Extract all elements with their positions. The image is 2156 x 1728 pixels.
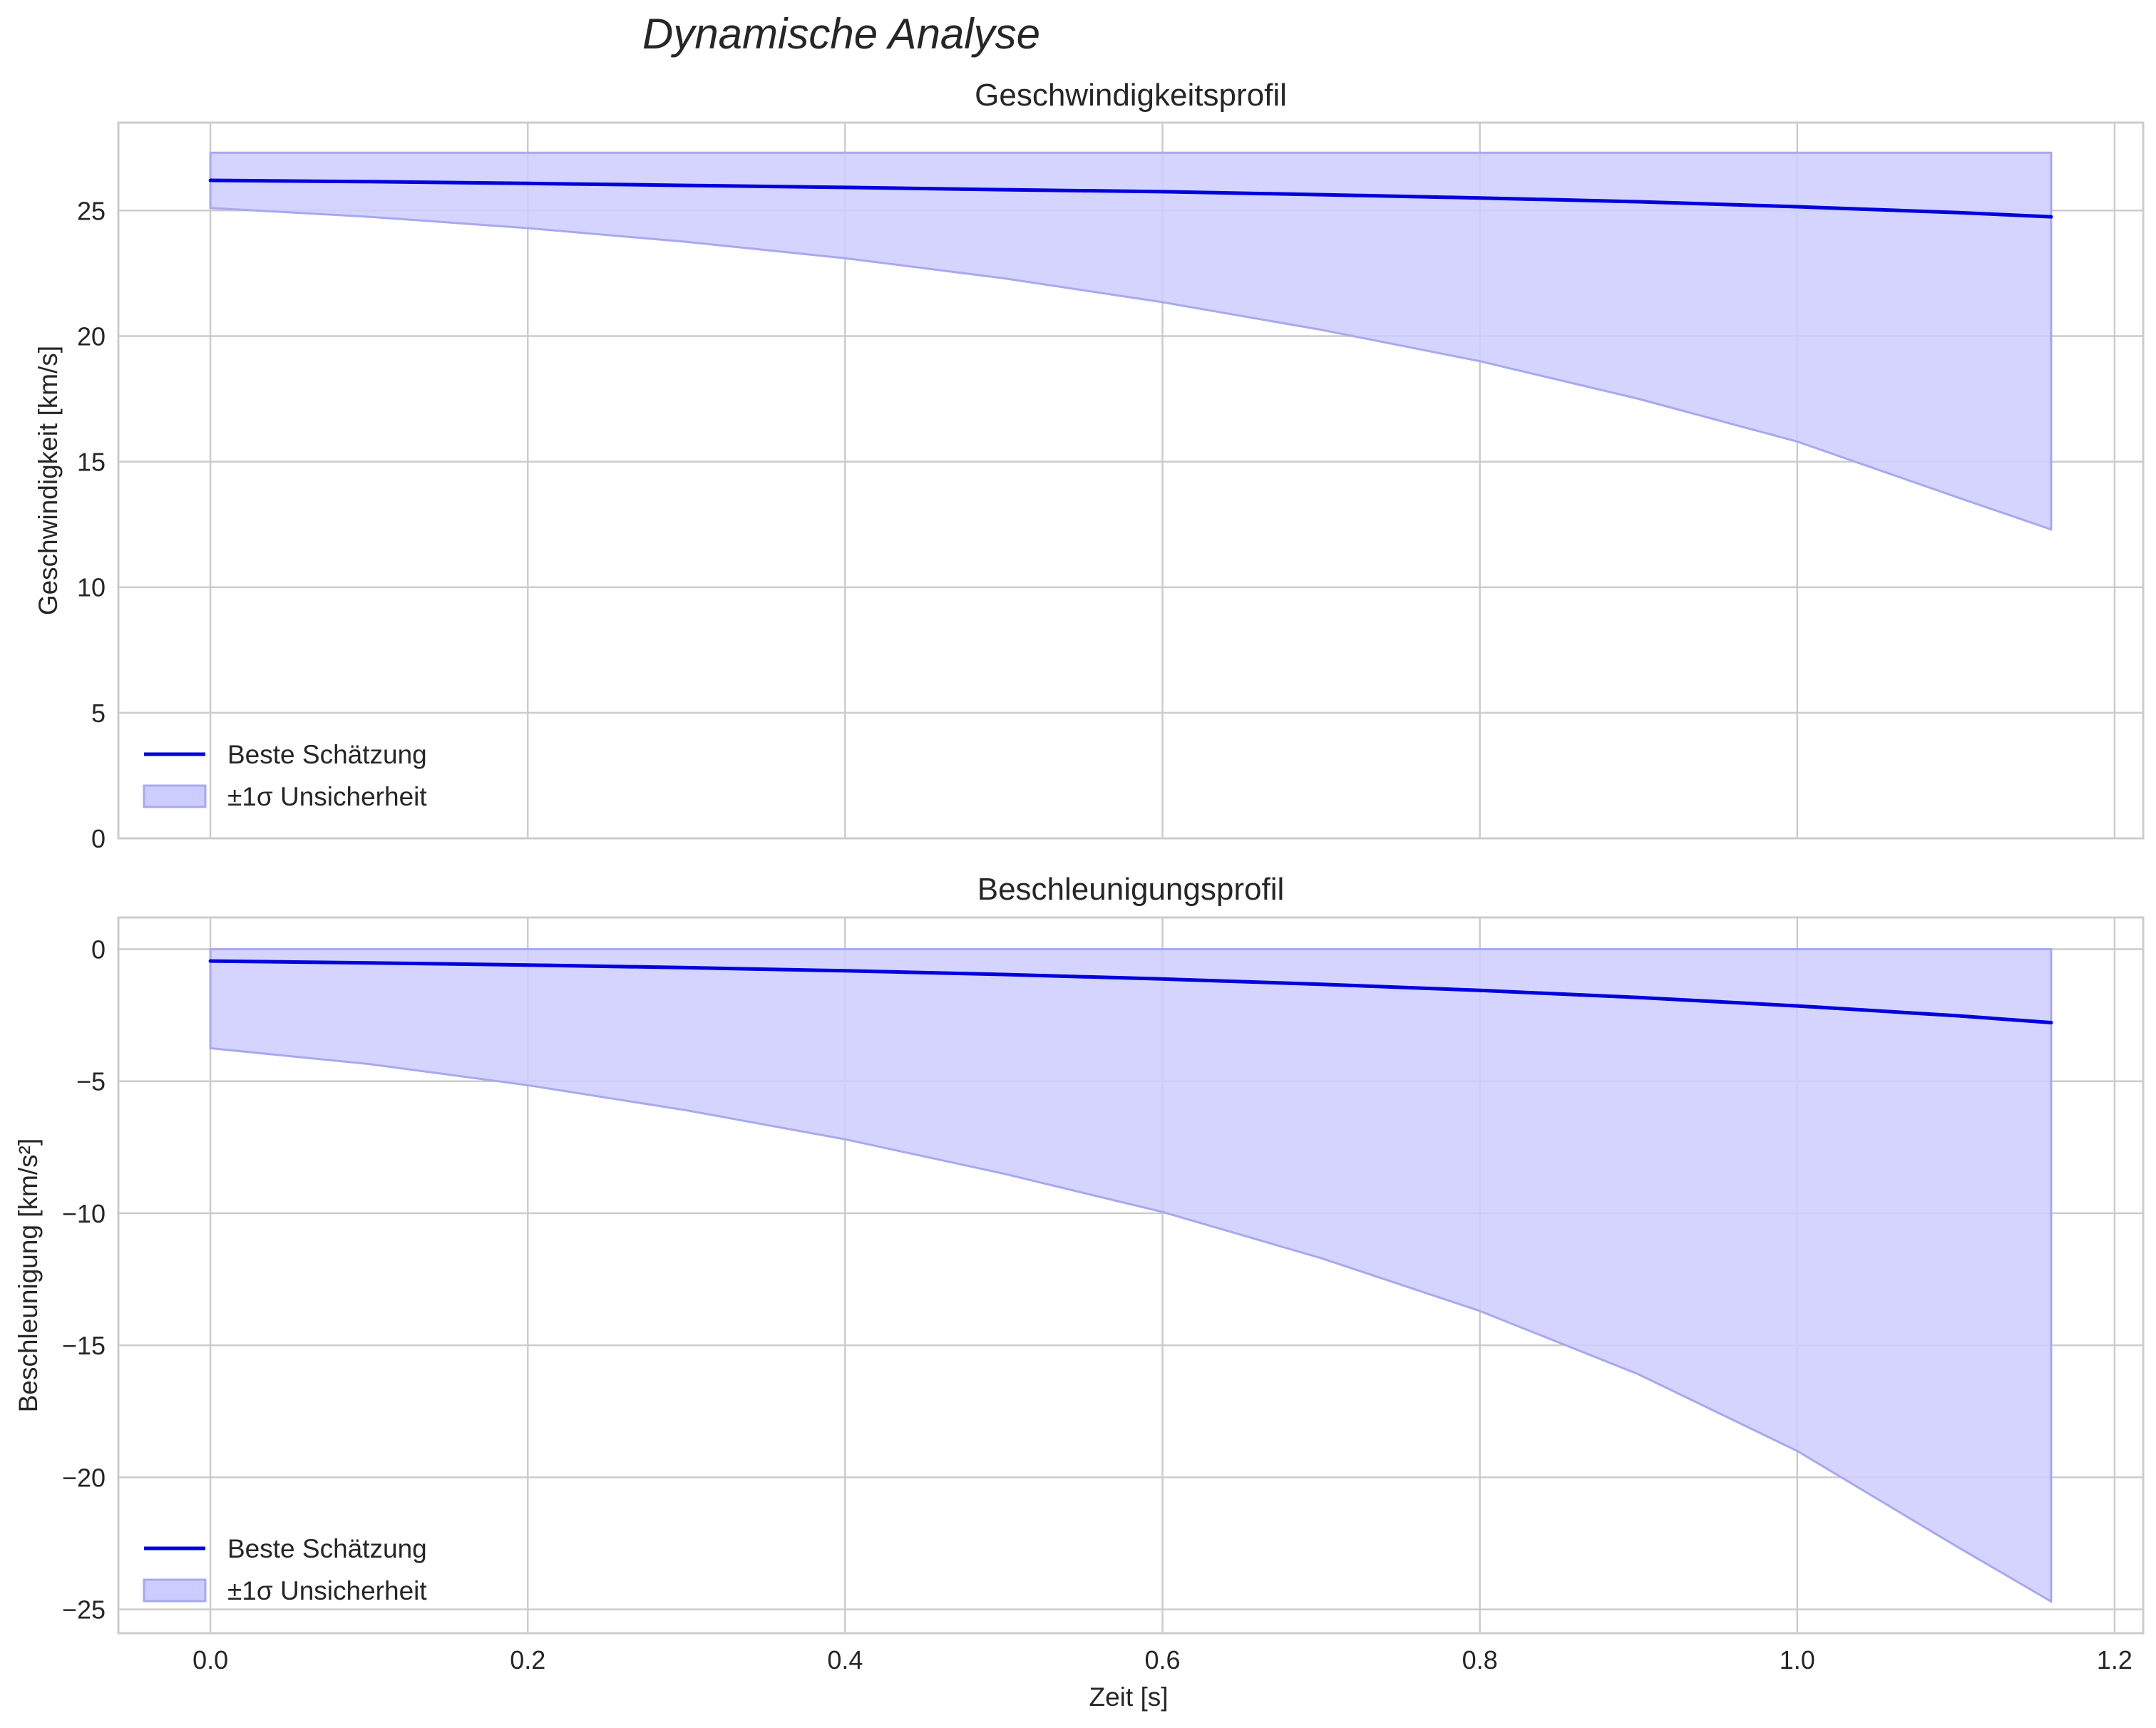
y-tick-label: −5 <box>76 1067 106 1096</box>
panel-title: Beschleunigungsprofil <box>977 872 1285 907</box>
y-axis-label: Beschleunigung [km/s²] <box>14 1138 43 1413</box>
x-tick-label: 1.2 <box>2097 1645 2132 1675</box>
panel-1: 0 5 10 15 20 25 Geschwindigkeitsprofil Geschwin… <box>34 78 2145 853</box>
x-axis-label: Zeit [s] <box>1089 1682 1168 1712</box>
uncertainty-band <box>209 948 2053 1604</box>
x-tick-label: 0.2 <box>510 1645 545 1675</box>
best-estimate-line <box>208 959 2053 1024</box>
legend-label-estimate: Beste Schätzung <box>227 740 427 769</box>
y-tick-label: −15 <box>62 1331 106 1360</box>
legend: Beste Schätzung ±1σ Unsicherheit <box>143 740 427 811</box>
y-tick-label: −20 <box>62 1463 106 1492</box>
axes-frame <box>117 121 2145 840</box>
legend-band-swatch <box>143 1578 207 1603</box>
panel-2: 0 −5 −10 −15 −20 −25 0.0 0.2 0.4 0.6 0.8 1.0 1.2 Besc… <box>14 872 2145 1675</box>
y-tick-label: −25 <box>62 1595 106 1625</box>
legend: Beste Schätzung ±1σ Unsicherheit <box>143 1534 427 1605</box>
best-estimate-line <box>208 178 2053 219</box>
panels: 0 5 10 15 20 25 Geschwindigkeitsprofil Geschwin… <box>14 78 2145 1675</box>
y-tick-label: 0 <box>91 935 106 964</box>
y-tick-label: 10 <box>77 573 106 602</box>
y-tick-label: −10 <box>62 1199 106 1228</box>
figure-suptitle: Dynamische Analyse <box>642 10 1040 58</box>
y-tick-label: 25 <box>77 196 106 225</box>
y-tick-label: 0 <box>91 824 106 853</box>
x-tick-label: 0.6 <box>1144 1645 1180 1675</box>
y-tick-label: 5 <box>91 699 106 728</box>
x-tick-label: 1.0 <box>1780 1645 1815 1675</box>
axes-frame <box>117 916 2145 1635</box>
legend-label-uncertainty: ±1σ Unsicherheit <box>227 782 427 811</box>
x-tick-label: 0.0 <box>192 1645 228 1675</box>
x-tick-label: 0.4 <box>827 1645 863 1675</box>
x-tick-label: 0.8 <box>1462 1645 1498 1675</box>
legend-band-swatch <box>143 784 207 808</box>
y-tick-label: 20 <box>77 322 106 351</box>
uncertainty-band <box>209 151 2053 531</box>
legend-label-estimate: Beste Schätzung <box>227 1534 427 1563</box>
panel-title: Geschwindigkeitsprofil <box>975 78 1287 113</box>
y-axis-label: Geschwindigkeit [km/s] <box>34 346 63 615</box>
y-tick-label: 15 <box>77 448 106 477</box>
legend-label-uncertainty: ±1σ Unsicherheit <box>227 1576 427 1605</box>
